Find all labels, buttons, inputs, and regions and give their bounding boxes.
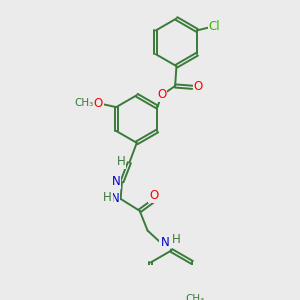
- Text: CH₃: CH₃: [74, 98, 93, 108]
- Text: H: H: [103, 191, 112, 204]
- Text: O: O: [194, 80, 203, 93]
- Text: O: O: [94, 97, 103, 110]
- Text: N: N: [112, 175, 121, 188]
- Text: Cl: Cl: [208, 20, 220, 33]
- Text: CH₃: CH₃: [185, 294, 204, 300]
- Text: O: O: [149, 189, 159, 202]
- Text: N: N: [160, 236, 169, 249]
- Text: N: N: [110, 192, 119, 206]
- Text: H: H: [172, 233, 181, 246]
- Text: H: H: [116, 155, 125, 168]
- Text: O: O: [157, 88, 167, 101]
